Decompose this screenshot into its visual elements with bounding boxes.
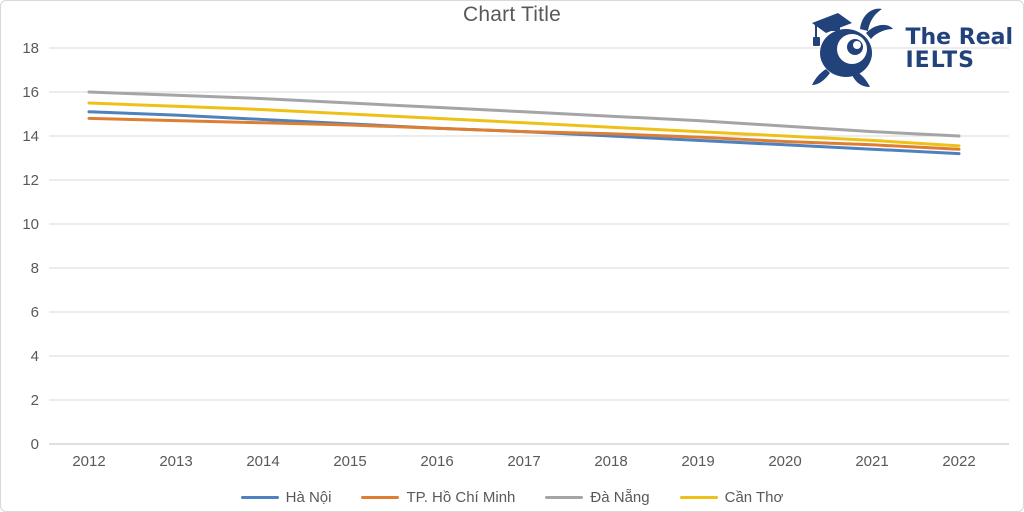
series-line <box>87 116 961 151</box>
x-axis-tick-label: 2020 <box>768 453 801 470</box>
x-axis-tick-label: 2013 <box>159 453 192 470</box>
legend-label: Hà Nội <box>285 489 332 506</box>
legend-line-swatch <box>679 496 718 499</box>
y-axis-tick-label: 14 <box>22 128 39 145</box>
chart-legend: Hà Nội TP. Hồ Chí Minh Đà Nẵng Cần Thơ <box>1 489 1023 506</box>
legend-item-cantho: Cần Thơ <box>679 489 784 506</box>
legend-item-hochiminh: TP. Hồ Chí Minh <box>361 489 515 506</box>
y-axis-tick-label: 16 <box>22 84 39 101</box>
y-axis-tick-label: 10 <box>22 216 39 233</box>
x-axis-tick-label: 2014 <box>246 453 279 470</box>
y-axis-tick-label: 6 <box>31 304 39 321</box>
y-axis-tick-label: 12 <box>22 172 39 189</box>
series-line <box>87 90 961 138</box>
y-axis-tick-label: 8 <box>31 260 39 277</box>
x-axis-tick-label: 2019 <box>681 453 714 470</box>
x-axis-tick-label: 2015 <box>333 453 366 470</box>
y-axis-tick-label: 0 <box>31 436 39 453</box>
brand-name-line1: The Real <box>905 24 1014 50</box>
legend-label: Cần Thơ <box>724 489 784 506</box>
legend-item-hanoi: Hà Nội <box>240 489 332 506</box>
chart-title: Chart Title <box>463 3 561 26</box>
legend-label: Đà Nẵng <box>590 489 650 506</box>
brand-name-line2: IELTS <box>905 48 975 73</box>
mascot-snail-icon <box>811 8 893 87</box>
legend-line-swatch <box>240 496 279 499</box>
brand-logo-text: The Real IELTS <box>906 26 1014 72</box>
x-axis-tick-label: 2022 <box>942 453 975 470</box>
series-line <box>87 101 961 148</box>
y-axis-tick-label: 4 <box>31 348 39 365</box>
x-axis-tick-label: 2017 <box>507 453 540 470</box>
legend-label: TP. Hồ Chí Minh <box>406 489 516 506</box>
y-axis-tick-label: 18 <box>22 40 39 57</box>
y-axis-tick-label: 2 <box>31 392 39 409</box>
brand-logo: The Real IELTS <box>800 5 1014 93</box>
legend-line-swatch <box>545 496 584 499</box>
x-axis-tick-label: 2016 <box>420 453 453 470</box>
legend-item-danang: Đà Nẵng <box>545 489 650 506</box>
x-axis-tick-label: 2018 <box>594 453 627 470</box>
x-axis-tick-label: 2021 <box>855 453 888 470</box>
legend-line-swatch <box>361 496 400 499</box>
x-axis-tick-label: 2012 <box>72 453 105 470</box>
